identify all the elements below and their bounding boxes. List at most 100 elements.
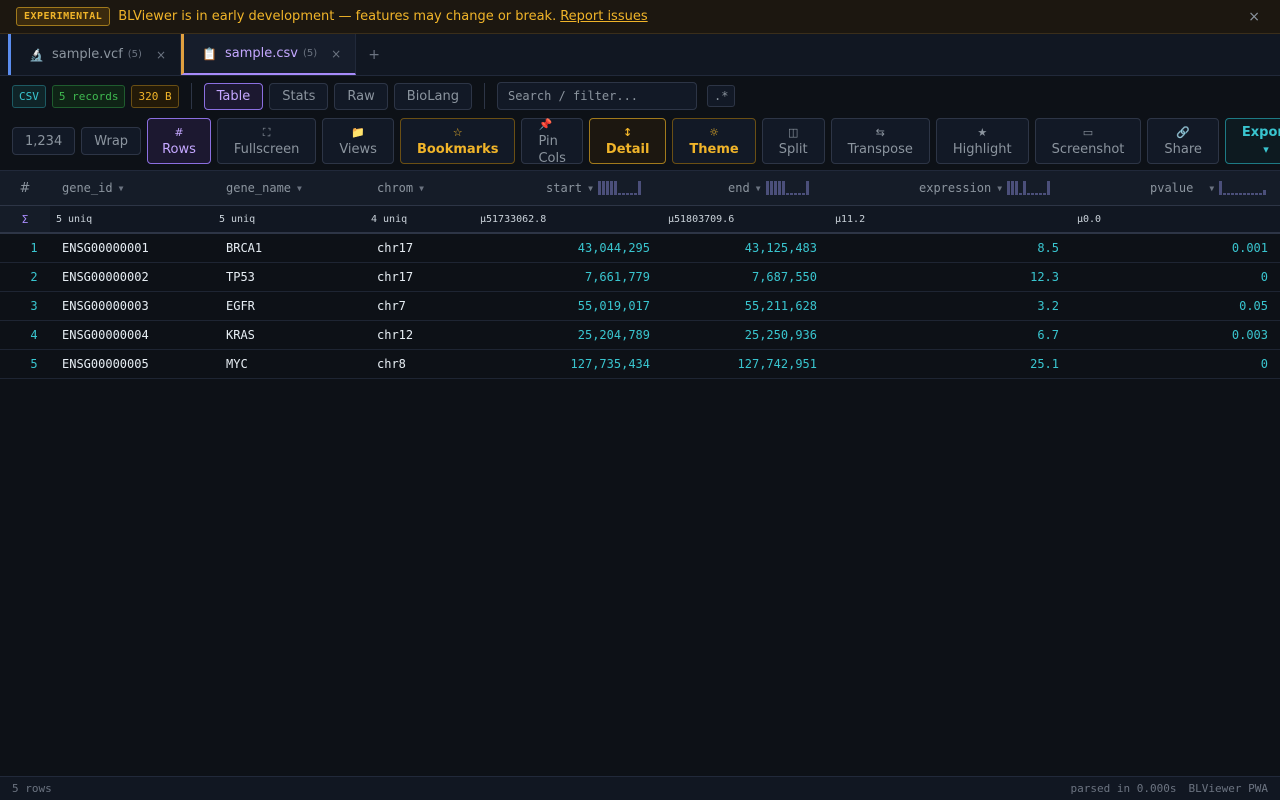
cell-pvalue: 0.003	[1231, 328, 1268, 342]
number-format-button[interactable]: 1,234	[12, 127, 76, 155]
sun-icon: ☼	[709, 126, 720, 139]
sigma-icon: Σ	[0, 206, 50, 232]
share-button[interactable]: 🔗 Share	[1147, 118, 1219, 164]
cell-end: 43,125,483	[744, 241, 817, 255]
table-row[interactable]: 5 ENSG00000005 MYC chr8 127,735,434 127,…	[0, 350, 1280, 379]
summary-gene-name: 5 uniq	[219, 213, 256, 225]
size-badge: 320 B	[131, 84, 179, 108]
cell-gene-id: ENSG00000001	[62, 241, 149, 255]
theme-button[interactable]: ☼ Theme	[672, 118, 756, 164]
sort-icon[interactable]: ▼	[118, 183, 124, 193]
table-row[interactable]: 4 ENSG00000004 KRAS chr12 25,204,789 25,…	[0, 321, 1280, 350]
cell-chrom: chr8	[377, 357, 406, 371]
experimental-badge: EXPERIMENTAL	[16, 7, 111, 26]
column-header-chrom[interactable]: chrom ▼	[377, 181, 424, 195]
row-number: 3	[30, 299, 38, 313]
vertical-arrows-icon: ↕	[623, 126, 633, 139]
fullscreen-label: Fullscreen	[233, 142, 300, 157]
swap-arrows-icon: ⇆	[875, 126, 885, 139]
tab-stats-view[interactable]: Stats	[269, 82, 329, 110]
column-header-pvalue[interactable]: pvalue ▼	[1150, 171, 1267, 205]
fullscreen-icon: ⛶	[262, 126, 271, 139]
cell-start: 43,044,295	[577, 241, 650, 255]
pin-label: 📌 Pin	[538, 117, 558, 149]
experimental-banner: EXPERIMENTAL BLViewer is in early develo…	[0, 0, 1280, 34]
cell-chrom: chr17	[377, 241, 414, 255]
report-issues-link[interactable]: Report issues	[560, 9, 648, 24]
bookmarks-label: Bookmarks	[416, 142, 499, 157]
detail-button[interactable]: ↕ Detail	[588, 118, 667, 164]
screenshot-label: Screenshot	[1051, 142, 1125, 157]
sort-icon[interactable]: ▼	[297, 183, 302, 193]
search-input[interactable]: Search / filter...	[496, 82, 697, 110]
tab-sample-vcf[interactable]: 🔬 sample.vcf (5) ×	[8, 34, 182, 75]
file-tab-bar: 🔬 sample.vcf (5) × 📋 sample.csv (5) × +	[0, 34, 1280, 76]
status-bar: 5 rows parsed in 0.000s BLViewer PWA	[0, 776, 1280, 800]
tab-raw-view[interactable]: Raw	[334, 82, 388, 110]
close-icon[interactable]: ×	[331, 46, 342, 61]
banner-message: BLViewer is in early development — featu…	[118, 9, 557, 24]
pin-columns-button[interactable]: 📌 Pin Cols	[521, 117, 583, 166]
app-name-status: BLViewer PWA	[1188, 782, 1268, 795]
cell-expression: 25.1	[1030, 357, 1059, 371]
regex-toggle-button[interactable]: .*	[706, 85, 736, 107]
views-button[interactable]: 📁 Views	[322, 118, 394, 164]
summary-chrom: 4 uniq	[371, 213, 408, 225]
cell-gene-name: BRCA1	[226, 241, 263, 255]
sort-icon[interactable]: ▼	[419, 183, 424, 193]
detail-label: Detail	[605, 142, 650, 157]
cell-pvalue: 0.001	[1231, 241, 1268, 255]
histogram-sparkline	[765, 181, 809, 195]
cell-gene-id: ENSG00000003	[62, 299, 149, 313]
sort-icon[interactable]: ▼	[1209, 183, 1215, 193]
screenshot-button[interactable]: ▭ Screenshot	[1034, 118, 1142, 164]
tab-label: sample.vcf	[51, 47, 123, 62]
summary-gene-id: 5 uniq	[56, 213, 93, 225]
column-header-expression[interactable]: expression ▼	[919, 171, 1051, 205]
hash-icon: #	[174, 126, 184, 139]
add-tab-button[interactable]: +	[368, 46, 380, 63]
tab-label: sample.csv	[224, 46, 298, 61]
rows-button[interactable]: # Rows	[147, 118, 211, 164]
column-header-gene-id[interactable]: gene_id ▼	[62, 181, 124, 195]
sort-icon[interactable]: ▼	[755, 183, 761, 193]
tab-biolang-view[interactable]: BioLang	[393, 82, 472, 110]
summary-row: Σ 5 uniq 5 uniq 4 uniq μ51733062.8 μ5180…	[0, 206, 1280, 234]
tab-sample-csv[interactable]: 📋 sample.csv (5) ×	[181, 34, 357, 75]
column-header-start[interactable]: start ▼	[546, 171, 641, 205]
microscope-icon: 🔬	[29, 47, 44, 62]
format-badge: CSV	[12, 84, 46, 108]
wrap-button[interactable]: Wrap	[81, 127, 142, 155]
cell-expression: 8.5	[1037, 241, 1059, 255]
split-icon: ◫	[787, 126, 799, 139]
export-button[interactable]: Export ▾	[1224, 118, 1280, 164]
transpose-label: Transpose	[847, 142, 913, 157]
split-button[interactable]: ◫ Split	[761, 118, 825, 164]
close-icon[interactable]: ×	[155, 47, 167, 62]
table-row[interactable]: 2 ENSG00000002 TP53 chr17 7,661,779 7,68…	[0, 263, 1280, 292]
fullscreen-button[interactable]: ⛶ Fullscreen	[216, 118, 317, 164]
star-icon: ★	[977, 126, 988, 139]
tab-table-view[interactable]: Table	[203, 82, 264, 110]
cell-start: 7,661,779	[584, 270, 650, 284]
cell-end: 127,742,951	[737, 357, 817, 371]
views-label: Views	[339, 142, 377, 157]
column-header-end[interactable]: end ▼	[728, 171, 809, 205]
split-label: Split	[778, 142, 808, 157]
table-row[interactable]: 3 ENSG00000003 EGFR chr7 55,019,017 55,2…	[0, 292, 1280, 321]
column-header-gene-name[interactable]: gene_name ▼	[226, 181, 302, 195]
histogram-sparkline	[597, 181, 641, 195]
clipboard-icon: 📋	[202, 46, 217, 61]
sort-icon[interactable]: ▼	[588, 183, 593, 193]
bookmarks-button[interactable]: ☆ Bookmarks	[399, 118, 516, 164]
tab-record-count: (5)	[302, 48, 318, 59]
table-row[interactable]: 1 ENSG00000001 BRCA1 chr17 43,044,295 43…	[0, 234, 1280, 263]
link-icon: 🔗	[1176, 126, 1190, 139]
transpose-button[interactable]: ⇆ Transpose	[830, 118, 930, 164]
banner-close-icon[interactable]: ×	[1248, 9, 1260, 25]
cell-end: 25,250,936	[744, 328, 817, 342]
tab-record-count: (5)	[127, 49, 142, 60]
highlight-button[interactable]: ★ Highlight	[935, 118, 1029, 164]
sort-icon[interactable]: ▼	[997, 183, 1003, 193]
action-toolbar: 1,234 Wrap # Rows ⛶ Fullscreen 📁 Views ☆…	[12, 117, 1280, 166]
